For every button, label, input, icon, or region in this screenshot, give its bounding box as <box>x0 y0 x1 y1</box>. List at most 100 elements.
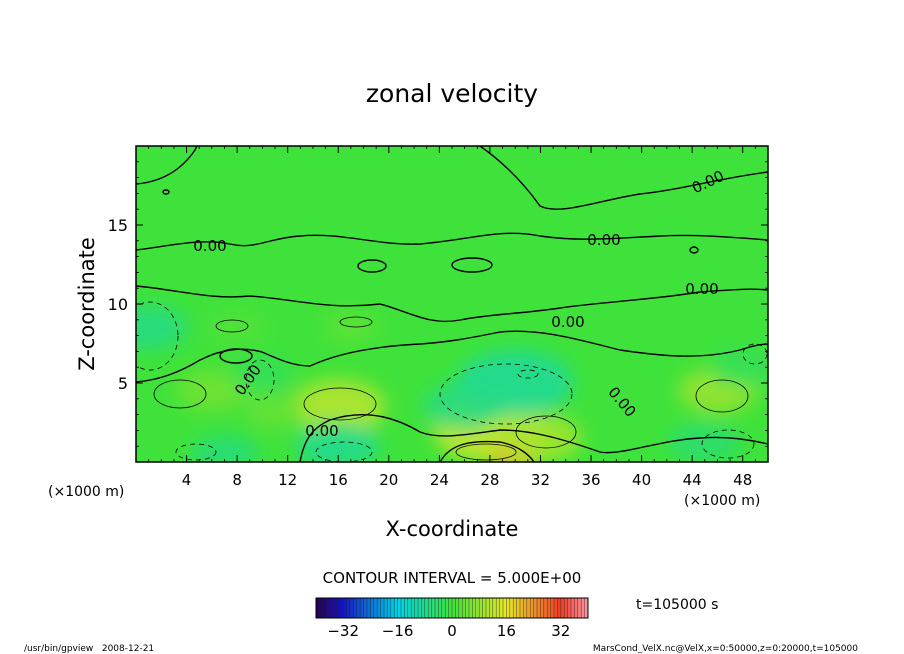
field-feature <box>498 414 583 462</box>
colorbar-cell <box>462 598 466 618</box>
colorbar-cell <box>353 598 358 618</box>
x-tick-label: 4 <box>182 471 192 489</box>
contour-zero-top <box>479 146 768 210</box>
x-axis: 4 8 12 16 20 24 28 32 36 40 44 48 <box>148 146 756 489</box>
colorbar-cell <box>367 598 371 618</box>
contour-zero-topleft <box>136 146 198 185</box>
colorbar-cell <box>448 598 453 618</box>
colorbar-cell <box>336 598 341 618</box>
colorbar-cell <box>322 598 327 618</box>
colorbar-cell <box>581 598 585 618</box>
field-feature <box>136 305 188 351</box>
field-feature <box>422 382 507 431</box>
colorbar-cell <box>438 598 443 618</box>
field-feature <box>175 370 249 412</box>
field-feature <box>231 357 294 393</box>
colorbar-cell <box>373 598 378 618</box>
colorbar-cell <box>394 598 398 618</box>
footer-program-date: /usr/bin/gpview 2008-12-21 <box>24 644 154 654</box>
colorbar-cell <box>326 598 330 618</box>
colorbar-cell <box>407 598 412 618</box>
colorbar-cell <box>370 598 375 618</box>
colorbar-cell <box>401 598 405 618</box>
colorbar-cell <box>333 598 337 618</box>
contour-label: 0.00 <box>587 231 620 249</box>
contour-label: 0.00 <box>193 237 226 255</box>
colorbar-cell <box>363 598 368 618</box>
colorbar-ticks: −32 −16 0 16 32 <box>327 622 570 640</box>
colorbar-cell <box>472 598 477 618</box>
colorbar-cell <box>346 598 351 618</box>
y-tick-label: 15 <box>108 216 128 235</box>
colorbar-cell <box>547 598 551 618</box>
colorbar-cell <box>567 598 572 618</box>
colorbar-cell <box>509 598 514 618</box>
colorbar-cell <box>537 598 541 618</box>
colorbar-cell <box>530 598 534 618</box>
colorbar-cell <box>486 598 490 618</box>
x-tick-label: 40 <box>632 471 651 489</box>
colorbar-cell <box>554 598 558 618</box>
plot-area: 0.000.000.000.000.000.000.000.00 <box>135 145 769 463</box>
colorbar-cell <box>492 598 497 618</box>
colorbar-cell <box>339 598 344 618</box>
colorbar-cell <box>343 598 347 618</box>
colorbar-cell <box>452 598 456 618</box>
colorbar-cell <box>574 598 579 618</box>
colorbar-cell <box>411 598 415 618</box>
x-tick-label: 20 <box>379 471 398 489</box>
contour-label: 0.00 <box>305 422 338 440</box>
colorbar-cell <box>441 598 446 618</box>
colorbar-cell <box>455 598 460 618</box>
contour-zero-upper <box>136 232 768 251</box>
colorbar-tick-label: −16 <box>382 622 414 640</box>
x-tick-label: 8 <box>232 471 242 489</box>
field-feature <box>322 311 379 344</box>
x-tick-label: 16 <box>329 471 348 489</box>
colorbar-cell <box>428 598 432 618</box>
colorbar-cell <box>387 598 392 618</box>
colorbar-cell <box>496 598 500 618</box>
x-tick-label: 36 <box>581 471 600 489</box>
field-feature <box>244 393 306 430</box>
colorbar-cell <box>458 598 463 618</box>
colorbar-cell <box>319 598 324 618</box>
colorbar-cell <box>503 598 507 618</box>
colorbar-tick-label: −32 <box>327 622 359 640</box>
colorbar-cell <box>571 598 575 618</box>
colorbar-cell <box>577 598 582 618</box>
footer-file-info: MarsCond_VelX.nc@VelX,x=0:50000,z=0:2000… <box>593 644 858 654</box>
colorbar-cell <box>414 598 419 618</box>
colorbar-cell <box>377 598 381 618</box>
colorbar-tick-label: 16 <box>497 622 516 640</box>
colorbar-cell <box>489 598 494 618</box>
colorbar-cell <box>526 598 531 618</box>
colorbar-cell <box>482 598 487 618</box>
contour-label: 0.00 <box>685 280 718 298</box>
contour-lines-negative <box>136 301 768 462</box>
y-axis-label: Z-coordinate <box>75 237 99 371</box>
x-unit-right: (×1000 m) <box>684 493 760 509</box>
colorbar-cell <box>418 598 422 618</box>
colorbar-tick-label: 0 <box>447 622 457 640</box>
colorbar-cell <box>475 598 480 618</box>
x-axis-label: X-coordinate <box>386 517 519 541</box>
contour-lines <box>136 146 768 462</box>
colorbar-cell <box>316 598 320 618</box>
colorbar-cell <box>435 598 439 618</box>
x-tick-label: 24 <box>430 471 449 489</box>
colorbar-cell <box>424 598 429 618</box>
colorbar-cell <box>560 598 565 618</box>
colorbar-cell <box>540 598 545 618</box>
x-tick-label: 28 <box>480 471 499 489</box>
field-feature <box>190 434 259 462</box>
colorbar-frame <box>315 597 589 619</box>
x-unit-left: (×1000 m) <box>48 484 124 500</box>
colorbar-cell <box>350 598 354 618</box>
velocity-field <box>136 305 768 462</box>
x-tick-label: 48 <box>733 471 752 489</box>
colorbar-cell <box>479 598 483 618</box>
field-feature <box>209 311 266 344</box>
colorbar-cell <box>523 598 528 618</box>
